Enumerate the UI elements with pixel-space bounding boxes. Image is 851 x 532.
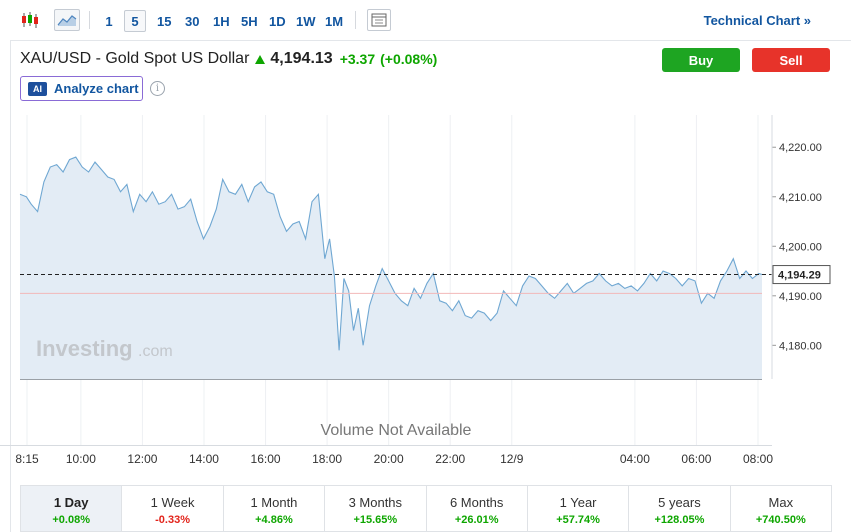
x-tick-label: 18:00 bbox=[312, 452, 342, 466]
x-tick-label: 06:00 bbox=[681, 452, 711, 466]
interval-1h[interactable]: 1H bbox=[213, 13, 230, 29]
period-label: Max bbox=[768, 495, 794, 510]
chart-toolbar: 1 5 15 30 1H 5H 1D 1W 1M Technical Chart » bbox=[0, 0, 851, 40]
interval-1[interactable]: 1 bbox=[105, 13, 113, 29]
y-tick-label: 4,180.00 bbox=[779, 340, 822, 352]
period-change: +128.05% bbox=[654, 514, 705, 526]
header-divider bbox=[10, 40, 851, 41]
interval-1m[interactable]: 1M bbox=[325, 13, 344, 29]
x-tick-label: 12/9 bbox=[500, 452, 524, 466]
last-price: 4,194.13 bbox=[270, 50, 333, 67]
toolbar-separator bbox=[355, 11, 356, 29]
period-tab-6-months[interactable]: 6 Months +26.01% bbox=[427, 486, 528, 531]
last-price-value: 4,194.29 bbox=[778, 270, 821, 282]
info-icon[interactable]: i bbox=[150, 81, 165, 96]
x-tick-label: 12:00 bbox=[127, 452, 157, 466]
period-tab-1-month[interactable]: 1 Month +4.86% bbox=[224, 486, 326, 531]
interval-5h[interactable]: 5H bbox=[241, 13, 258, 29]
volume-message: Volume Not Available bbox=[321, 422, 472, 439]
layout-icon[interactable] bbox=[367, 9, 391, 31]
period-tab-5-years[interactable]: 5 years +128.05% bbox=[629, 486, 731, 531]
period-label: 1 Day bbox=[53, 495, 89, 510]
x-tick-label: 08:00 bbox=[743, 452, 773, 466]
price-change: +3.37 bbox=[339, 51, 376, 67]
instrument-header: XAU/USD - Gold Spot US Dollar 4,194.13 +… bbox=[20, 48, 437, 70]
period-change: +57.74% bbox=[556, 514, 600, 526]
x-tick-label: 8:15 bbox=[15, 452, 39, 466]
price-area bbox=[20, 157, 762, 379]
candlestick-icon[interactable] bbox=[18, 9, 42, 31]
period-label: 5 years bbox=[658, 495, 701, 510]
buy-button[interactable]: Buy bbox=[662, 48, 740, 72]
technical-chart-link[interactable]: Technical Chart » bbox=[703, 13, 811, 28]
period-label: 3 Months bbox=[348, 495, 403, 510]
panel-border bbox=[10, 40, 11, 532]
period-change: +4.86% bbox=[255, 514, 293, 526]
y-axis: 4,180.00 4,190.00 4,200.00 4,210.00 4,220.00 bbox=[771, 115, 822, 379]
period-tab-max[interactable]: Max +740.50% bbox=[731, 486, 831, 531]
analyze-chart-label: Analyze chart bbox=[54, 81, 139, 96]
watermark-brand: Investing bbox=[36, 336, 133, 361]
period-change: +26.01% bbox=[454, 514, 499, 526]
period-tab-1-year[interactable]: 1 Year +57.74% bbox=[528, 486, 630, 531]
x-tick-label: 20:00 bbox=[374, 452, 404, 466]
interval-15[interactable]: 15 bbox=[157, 13, 172, 29]
up-arrow-icon bbox=[255, 54, 266, 64]
y-tick-label: 4,210.00 bbox=[779, 192, 822, 204]
instrument-title: XAU/USD - Gold Spot US Dollar bbox=[20, 50, 250, 67]
x-tick-label: 14:00 bbox=[189, 452, 219, 466]
period-change: +0.08% bbox=[52, 514, 90, 526]
toolbar-separator bbox=[89, 11, 90, 29]
period-label: 1 Week bbox=[150, 495, 195, 510]
area-chart-icon[interactable] bbox=[54, 9, 80, 31]
period-label: 1 Year bbox=[559, 495, 597, 510]
watermark-suffix: .com bbox=[138, 343, 173, 360]
x-tick-label: 04:00 bbox=[620, 452, 650, 466]
last-price-label: 4,194.29 bbox=[772, 265, 831, 285]
interval-5[interactable]: 5 bbox=[124, 10, 146, 32]
investing-watermark: Investing .com bbox=[36, 336, 173, 361]
period-tab-3-months[interactable]: 3 Months +15.65% bbox=[325, 486, 427, 531]
last-price-box bbox=[772, 265, 831, 285]
analyze-chart-button[interactable]: AI Analyze chart bbox=[20, 76, 143, 101]
period-performance-tabs: 1 Day +0.08% 1 Week -0.33% 1 Month +4.86% 3 Mo… bbox=[20, 485, 832, 532]
price-chart[interactable]: Investing .com 4,180.004,190.004,200.004… bbox=[0, 115, 851, 475]
y-tick-label: 4,220.00 bbox=[779, 142, 822, 154]
period-change: +740.50% bbox=[755, 514, 806, 526]
y-tick-label: 4,190.00 bbox=[779, 291, 822, 303]
y-tick-label: 4,200.00 bbox=[779, 241, 822, 253]
interval-1d[interactable]: 1D bbox=[269, 13, 286, 29]
period-label: 1 Month bbox=[250, 495, 298, 510]
interval-1w[interactable]: 1W bbox=[296, 13, 316, 29]
x-tick-label: 10:00 bbox=[66, 452, 96, 466]
period-label: 6 Months bbox=[449, 495, 504, 510]
x-axis: 8:15 10:00 12:00 14:00 16:00 18:00 20:00 22:00 1… bbox=[15, 452, 773, 466]
period-change: -0.33% bbox=[155, 514, 190, 526]
ai-icon: AI bbox=[28, 81, 47, 96]
period-tab-1-week[interactable]: 1 Week -0.33% bbox=[122, 486, 224, 531]
interval-30[interactable]: 30 bbox=[185, 13, 200, 29]
period-tab-1-day[interactable]: 1 Day +0.08% bbox=[21, 486, 123, 531]
x-tick-label: 16:00 bbox=[251, 452, 281, 466]
period-change: +15.65% bbox=[353, 514, 398, 526]
x-tick-label: 22:00 bbox=[435, 452, 465, 466]
sell-button[interactable]: Sell bbox=[752, 48, 830, 72]
price-change-percent: (+0.08%) bbox=[380, 51, 438, 67]
